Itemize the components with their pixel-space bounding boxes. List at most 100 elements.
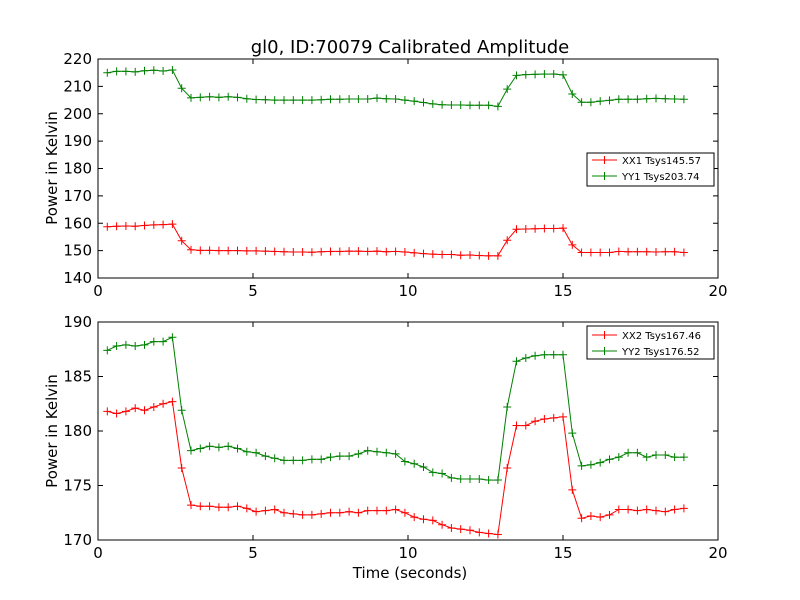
top-series-0-point	[559, 224, 567, 233]
bottom-series-0-point	[112, 409, 121, 418]
bottom-series-1-point	[577, 461, 586, 470]
bottom-series-0-point	[493, 530, 502, 539]
bottom-series-0-point	[363, 506, 372, 515]
top-y-tick-label: 170	[63, 187, 92, 205]
top-series-0-point	[149, 220, 158, 229]
bottom-series-0-point	[596, 513, 605, 522]
top-legend-box	[586, 152, 715, 187]
bottom-series-1-point	[512, 357, 521, 366]
top-series-1-point	[112, 67, 121, 76]
bottom-series-0-point	[586, 512, 595, 521]
top-series-0-point	[391, 247, 400, 256]
bottom-series-0-point	[466, 526, 474, 535]
top-y-tick-label: 150	[63, 242, 92, 260]
bottom-series-1-point	[261, 452, 270, 461]
bottom-series-1-point	[475, 474, 484, 483]
bottom-series-0-point	[354, 508, 363, 517]
top-series-1-point	[605, 96, 614, 105]
top-series-0-point	[438, 250, 447, 259]
bottom-series-1-point	[298, 456, 307, 465]
bottom-plot-frame	[97, 321, 719, 541]
top-series-1-point	[438, 100, 447, 109]
top-series-1-point	[121, 67, 130, 76]
top-series-1-point	[345, 94, 354, 103]
bottom-series-1-point	[103, 346, 112, 355]
bottom-series-0-point	[521, 421, 530, 430]
top-legend-marker-xx1	[600, 156, 609, 164]
top-series-0-point	[270, 247, 279, 256]
bottom-series-1-point	[466, 474, 474, 483]
top-series-0-point	[419, 249, 428, 258]
bottom-series-0-point	[149, 403, 158, 412]
bottom-series-0-point	[577, 514, 586, 523]
top-series-0-point	[456, 251, 465, 260]
top-series-0-point	[633, 247, 642, 256]
top-plot-frame	[97, 58, 719, 279]
top-series-0-point	[242, 246, 251, 255]
top-series-1-point	[568, 90, 577, 99]
bottom-y-tick-label: 190	[63, 313, 92, 331]
bottom-series-1-point	[540, 350, 549, 359]
top-x-tick-label: 5	[248, 282, 258, 300]
bottom-series-0-point	[140, 406, 149, 415]
bottom-series-0-point	[391, 505, 400, 514]
bottom-series-1-point	[391, 449, 400, 458]
bottom-series-0-point	[633, 506, 642, 515]
bottom-series-1-point	[317, 455, 326, 464]
bottom-y-axis-label: Power in Kelvin	[43, 374, 61, 488]
bottom-series-1-point	[503, 403, 512, 412]
top-series-0-point	[540, 224, 549, 233]
top-series-1-point	[149, 66, 158, 75]
top-series-1-point	[298, 96, 307, 105]
bottom-y-tick-label: 170	[63, 531, 92, 549]
top-series-0-point	[586, 248, 595, 257]
bottom-series-0-point	[605, 510, 614, 519]
top-series-1-point	[419, 98, 428, 107]
top-series-1-point	[177, 84, 186, 93]
bottom-series-1-point	[605, 455, 614, 464]
bottom-series-0-point	[177, 464, 186, 473]
bottom-series-1-point	[131, 341, 140, 350]
bottom-series-1-point	[559, 350, 567, 359]
top-series-1-point	[428, 99, 437, 108]
bottom-series-0-point	[205, 502, 214, 511]
bottom-x-tick-label: 20	[708, 544, 727, 562]
bottom-series-0-point	[559, 412, 567, 421]
top-series-0-point	[252, 246, 261, 255]
top-series-1-point	[354, 94, 363, 103]
bottom-series-1-point	[224, 442, 233, 451]
bottom-series-1-point	[633, 448, 642, 457]
bottom-series-1-point	[642, 453, 651, 462]
bottom-series-1-point	[373, 447, 381, 456]
top-series-1-point	[205, 92, 214, 101]
bottom-series-1-point	[280, 456, 288, 465]
top-series-0-point	[214, 246, 223, 255]
bottom-series-0-point	[196, 502, 205, 511]
top-series-1-point	[140, 66, 149, 75]
bottom-series-0-point	[661, 507, 670, 516]
top-series-1-point	[382, 94, 391, 103]
bottom-series-1-point	[661, 450, 670, 459]
bottom-series-0-point	[280, 508, 288, 517]
top-series-0-point	[363, 247, 372, 256]
bottom-legend-label-xx2: XX2 Tsys167.46	[622, 331, 701, 342]
bottom-series-1-point	[112, 341, 121, 350]
top-series-0-point	[317, 247, 326, 256]
bottom-series-1-point	[168, 333, 177, 342]
bottom-series-1-point	[196, 444, 205, 453]
top-series-1-point	[549, 70, 558, 79]
top-series-0-point	[670, 247, 679, 256]
bottom-series-1-point	[670, 453, 679, 462]
bottom-series-1-point	[149, 337, 158, 346]
bottom-series-0-point	[242, 504, 251, 513]
bottom-series-0-point	[233, 502, 242, 511]
top-series-0-point	[642, 247, 651, 256]
top-series-0-point	[568, 240, 577, 249]
top-series-1-point	[307, 96, 316, 105]
top-series-1-point	[373, 94, 381, 103]
top-series-1-point	[512, 71, 521, 80]
chart-title: gl0, ID:70079 Calibrated Amplitude	[251, 37, 570, 58]
top-x-tick-label: 20	[708, 282, 727, 300]
bottom-series-0-point	[335, 508, 344, 517]
bottom-series-0-point	[252, 507, 261, 516]
